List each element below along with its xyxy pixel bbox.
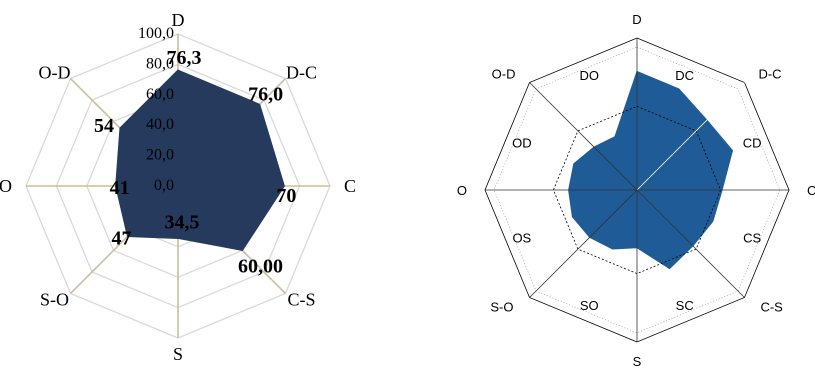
axis-label-s: S [173, 344, 183, 364]
sector-label-sc: SC [676, 298, 694, 313]
value-label-s-o: 47 [111, 228, 131, 250]
sector-label-dc: DC [675, 68, 694, 83]
sector-label-so: SO [580, 298, 599, 313]
tick-label-4: 80,0 [146, 55, 174, 72]
axis-label-o: O [0, 176, 12, 196]
axis-label-s-o: S-O [490, 299, 513, 314]
tick-label-3: 60,0 [146, 86, 174, 103]
data-area [115, 69, 285, 252]
spoke-o-d [529, 82, 638, 191]
axis-label-s-o: S-O [40, 289, 69, 309]
axis-label-c: C [344, 176, 356, 196]
axis-label-c: C [807, 183, 815, 198]
data-area [568, 70, 734, 270]
radar-chart-left: 0,0 20,0 40,0 60,0 80,0 100,0 D D-C C C-S S S-O O O-… [0, 10, 356, 364]
axis-label-d-c: D-C [286, 63, 317, 83]
spoke-s-o [529, 189, 638, 298]
value-label-c: 70 [276, 185, 296, 207]
grid-ring [552, 105, 722, 275]
tick-label-0: 0,0 [154, 177, 174, 194]
value-label-d-c: 76,0 [248, 83, 283, 105]
value-label-c-s: 60,00 [238, 255, 283, 277]
axis-label-d: D [632, 12, 641, 27]
value-label-d: 76,3 [167, 47, 202, 69]
axis-label-o-d: O-D [39, 63, 71, 83]
value-label-o-d: 54 [94, 115, 114, 137]
axis-label-c-s: C-S [287, 289, 315, 309]
sector-label-cs: CS [743, 231, 761, 246]
sector-label-cd: CD [743, 135, 762, 150]
axis-label-o-d: O-D [492, 67, 516, 82]
axis-label-d: D [172, 10, 185, 30]
spoke-c-s [636, 189, 745, 298]
tick-label-2: 40,0 [146, 116, 174, 133]
axis-label-d-c: D-C [758, 67, 781, 82]
sector-label-os: OS [512, 231, 531, 246]
tick-label-1: 20,0 [146, 147, 174, 164]
value-label-s: 34,5 [165, 211, 200, 233]
radar-chart-right: D D-C C C-S S S-O O O-D DC CD CS SC SO OS OD DO [457, 12, 815, 369]
sector-label-od: OD [512, 135, 532, 150]
grid-ring [493, 46, 781, 334]
tick-label-5: 100,0 [138, 25, 174, 42]
sector-label-do: DO [580, 68, 600, 83]
axis-label-o: O [457, 183, 467, 198]
axis-label-c-s: C-S [760, 299, 783, 314]
spoke-d-c [636, 82, 745, 191]
axis-label-s: S [633, 354, 642, 369]
value-label-o: 41 [110, 177, 130, 199]
